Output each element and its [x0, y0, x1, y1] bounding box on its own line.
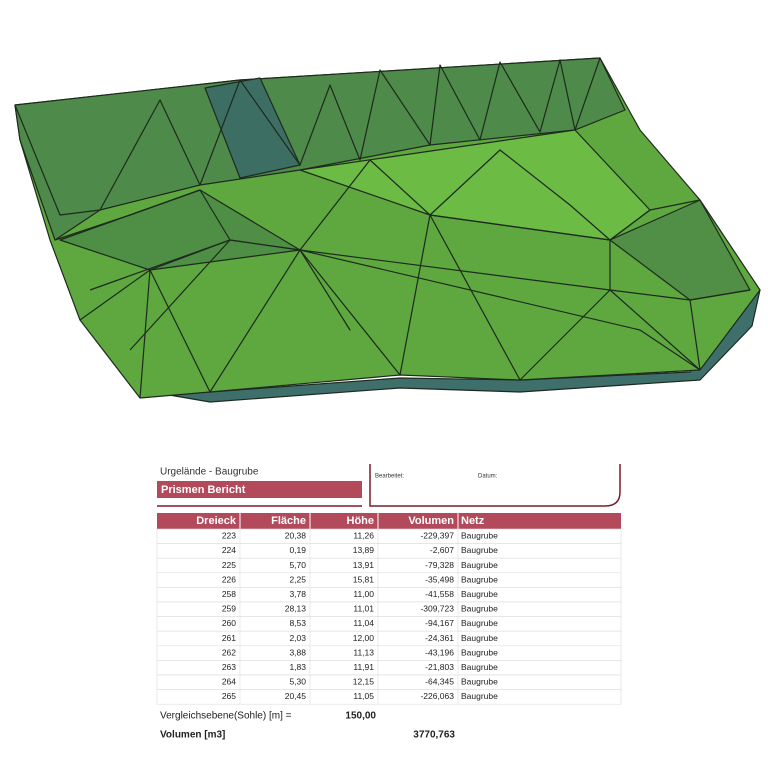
- table-cell: 2,03: [289, 633, 306, 643]
- table-cell: 265: [222, 691, 236, 701]
- table-cell: 5,70: [289, 560, 306, 570]
- column-header: Fläche: [271, 515, 306, 527]
- table-cell: 8,53: [289, 618, 306, 628]
- table-cell: -24,361: [425, 633, 454, 643]
- table-cell: 262: [222, 647, 236, 657]
- table: Dreieck Fläche Höhe Volumen Netz 223 20,38 11,2…: [156, 513, 622, 705]
- table-cell: 5,30: [289, 677, 306, 687]
- table-cell: Baugrube: [461, 677, 498, 687]
- table-cell: 223: [222, 531, 236, 541]
- table-cell: 263: [222, 662, 236, 672]
- table-cell: 259: [222, 604, 236, 614]
- table-cell: 11,05: [353, 691, 374, 701]
- table-cell: 20,38: [285, 531, 307, 541]
- table-cell: Baugrube: [461, 691, 498, 701]
- table-row: [156, 689, 622, 705]
- table-cell: Baugrube: [461, 647, 498, 657]
- table-cell: 12,15: [353, 677, 375, 687]
- table-cell: 11,00: [353, 589, 374, 599]
- terrain-model: [14, 57, 761, 403]
- table-cell: 11,91: [353, 662, 374, 672]
- table-cell: -2,607: [430, 545, 454, 555]
- table-cell: Baugrube: [461, 604, 498, 614]
- table-cell: 11,13: [353, 647, 374, 657]
- table-cell: 12,00: [353, 633, 375, 643]
- table-cell: 264: [222, 677, 236, 687]
- table-cell: 0,19: [289, 545, 306, 555]
- terrain-edges: [14, 57, 751, 399]
- table-cell: -309,723: [420, 604, 454, 614]
- table-cell: 13,89: [353, 545, 375, 555]
- table-cell: 225: [222, 560, 236, 570]
- table-cell: -41,558: [425, 589, 454, 599]
- table-cell: 261: [222, 633, 236, 643]
- table-cell: Baugrube: [461, 545, 498, 555]
- table-cell: -21,803: [425, 662, 454, 672]
- edited-label: Bearbeitet:: [375, 474, 404, 480]
- table-cell: 226: [222, 574, 236, 584]
- table-cell: 258: [222, 589, 236, 599]
- table-cell: 3,78: [289, 589, 306, 599]
- column-header: Netz: [461, 515, 485, 527]
- table-cell: Baugrube: [461, 633, 498, 643]
- table-cell: 11,26: [353, 531, 374, 541]
- table-cell: 13,91: [353, 560, 375, 570]
- table-cell: Baugrube: [461, 560, 498, 570]
- table-cell: Baugrube: [461, 618, 498, 628]
- title-bar: [157, 481, 362, 498]
- table-cell: 11,01: [353, 604, 374, 614]
- table-cell: -43,196: [425, 647, 454, 657]
- table-cell: -229,397: [420, 531, 454, 541]
- table-header: [157, 513, 621, 529]
- header-box: [369, 464, 621, 507]
- column-header: Höhe: [347, 515, 375, 527]
- table-cell: -35,498: [425, 574, 454, 584]
- column-header: Dreieck: [196, 515, 237, 527]
- report: Urgelände - Baugrube Prismen Bericht Bea…: [156, 464, 622, 741]
- table-cell: 20,45: [285, 691, 307, 701]
- table-cell: -94,167: [425, 618, 454, 628]
- table-cell: 28,13: [285, 604, 307, 614]
- column-header: Volumen: [408, 515, 454, 527]
- volume-value: 3770,763: [413, 730, 455, 741]
- table-cell: 224: [222, 545, 236, 555]
- date-label: Datum:: [478, 474, 498, 480]
- volume-label: Volumen [m3]: [160, 730, 225, 741]
- table-cell: 11,04: [353, 618, 374, 628]
- terrain-wall: [14, 57, 626, 241]
- table-cell: 260: [222, 618, 236, 628]
- table-cell: -64,345: [425, 677, 454, 687]
- table-cell: -226,063: [420, 691, 454, 701]
- table-cell: -79,328: [425, 560, 454, 570]
- table-cell: Baugrube: [461, 589, 498, 599]
- reference-label: Vergleichsebene(Sohle) [m] =: [160, 711, 292, 722]
- report-title: Prismen Bericht: [161, 484, 246, 496]
- table-cell: 15,81: [353, 574, 375, 584]
- reference-value: 150,00: [345, 711, 376, 722]
- table-cell: Baugrube: [461, 662, 498, 672]
- table-cell: 1,83: [289, 662, 306, 672]
- table-cell: Baugrube: [461, 531, 498, 541]
- table-cell: 2,25: [289, 574, 306, 584]
- project-name: Urgelände - Baugrube: [160, 467, 259, 478]
- table-cell: Baugrube: [461, 574, 498, 584]
- table-cell: 3,88: [289, 647, 306, 657]
